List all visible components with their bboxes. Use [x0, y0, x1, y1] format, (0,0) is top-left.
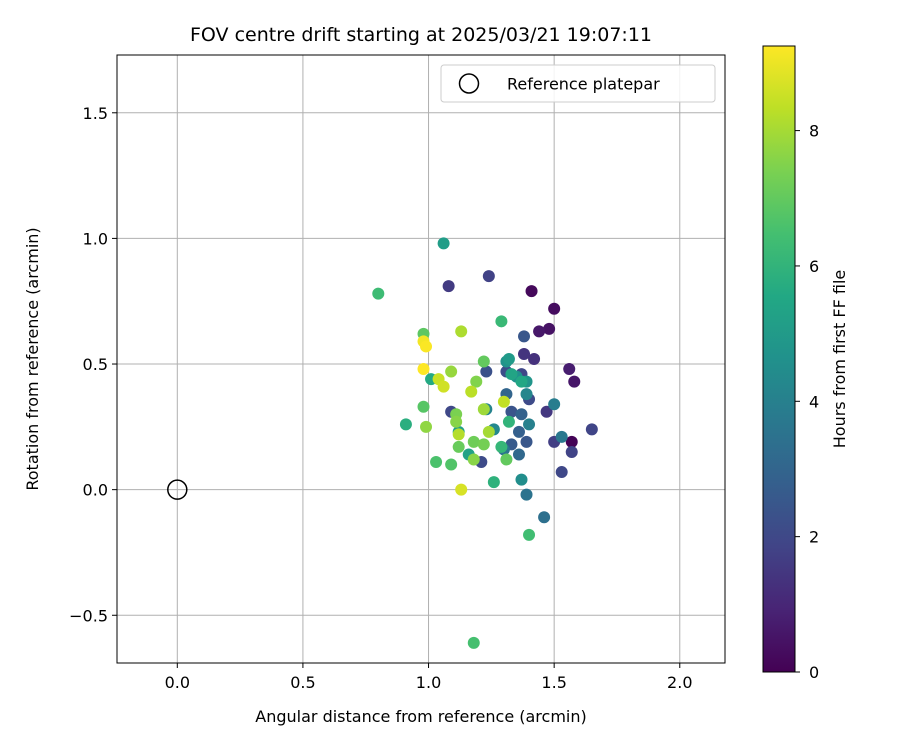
y-tick-label: 0.0 [83, 481, 108, 500]
x-axis-ticks: 0.0 0.5 1.0 1.5 2.0 [165, 663, 693, 692]
data-point [445, 458, 458, 471]
data-point [495, 315, 508, 328]
data-point [515, 408, 528, 421]
data-point [450, 415, 463, 428]
data-point [548, 398, 561, 411]
colorbar-label: Hours from first FF file [830, 270, 849, 449]
data-point [528, 353, 541, 365]
legend: Reference platepar [440, 64, 716, 103]
y-tick-label: 0.5 [83, 355, 108, 374]
data-point [500, 453, 513, 466]
data-point [437, 380, 450, 393]
data-point [477, 438, 490, 451]
data-point [442, 280, 455, 293]
chart-title: FOV centre drift starting at 2025/03/21 … [190, 24, 652, 46]
data-point [437, 237, 450, 250]
data-point [430, 456, 443, 469]
colorbar [762, 45, 796, 673]
data-point [452, 428, 465, 441]
data-point [555, 466, 568, 479]
data-point [512, 448, 525, 461]
data-point [420, 340, 433, 353]
data-point [523, 418, 536, 431]
data-point [543, 322, 556, 335]
data-point [480, 365, 493, 378]
data-point [520, 388, 533, 401]
data-point [512, 425, 525, 438]
x-axis-label: Angular distance from reference (arcmin) [255, 707, 586, 726]
data-point [518, 347, 531, 360]
data-point [515, 473, 528, 486]
colorbar-tick-label: 8 [809, 122, 819, 141]
colorbar-tick-label: 6 [809, 257, 819, 276]
reference-marker-group [167, 479, 188, 500]
data-point [452, 440, 465, 453]
data-point [520, 435, 533, 448]
data-point [399, 418, 412, 431]
data-point [477, 403, 490, 416]
colorbar-tick-label: 2 [809, 528, 819, 547]
y-tick-label: −0.5 [69, 606, 108, 625]
data-point [487, 476, 500, 489]
grid [117, 55, 725, 663]
x-tick-label: 1.0 [416, 673, 441, 692]
data-point [520, 488, 533, 501]
colorbar-tick-label: 4 [809, 392, 819, 411]
data-point [568, 375, 581, 388]
data-point [495, 440, 508, 453]
y-axis-label: Rotation from reference (arcmin) [23, 227, 42, 490]
data-point [467, 636, 480, 649]
data-point [505, 368, 518, 381]
legend-reference-marker [458, 73, 480, 94]
data-point [417, 400, 430, 413]
data-point [518, 330, 531, 343]
data-point [523, 528, 536, 541]
data-point [538, 511, 551, 524]
y-tick-label: 1.5 [83, 104, 108, 123]
data-point [372, 287, 385, 300]
data-point [420, 420, 433, 433]
data-point [445, 365, 458, 378]
reference-platepar-marker [167, 479, 188, 500]
data-point [465, 385, 478, 398]
data-point [455, 325, 468, 338]
x-tick-label: 0.0 [165, 673, 190, 692]
legend-entry-label: Reference platepar [507, 75, 660, 94]
data-point [502, 415, 515, 428]
data-point [502, 353, 515, 365]
data-point [565, 435, 578, 448]
data-point [505, 405, 518, 418]
plot-frame [116, 54, 726, 664]
x-tick-label: 2.0 [667, 673, 692, 692]
data-point [563, 363, 576, 376]
data-point [585, 423, 598, 436]
data-point [417, 363, 430, 376]
data-point [565, 445, 578, 458]
data-point [548, 302, 561, 315]
data-point [467, 435, 480, 448]
data-point [477, 355, 490, 368]
data-point [515, 375, 528, 388]
colorbar-tick-label: 0 [809, 663, 819, 682]
data-point [482, 270, 495, 283]
x-tick-label: 0.5 [290, 673, 315, 692]
data-point [467, 453, 480, 466]
y-axis-ticks: −0.5 0.0 0.5 1.0 1.5 [69, 104, 117, 625]
data-point [470, 375, 483, 388]
data-point [525, 285, 538, 298]
data-point [533, 325, 546, 338]
data-point [497, 395, 510, 408]
legend-box [440, 64, 716, 103]
data-point [540, 405, 553, 418]
data-point [455, 483, 468, 496]
data-points [372, 237, 598, 649]
data-point [482, 425, 495, 438]
colorbar-ticks: 0 2 4 6 8 [795, 122, 819, 682]
data-point [555, 430, 568, 443]
y-tick-label: 1.0 [83, 229, 108, 248]
x-tick-label: 1.5 [541, 673, 566, 692]
